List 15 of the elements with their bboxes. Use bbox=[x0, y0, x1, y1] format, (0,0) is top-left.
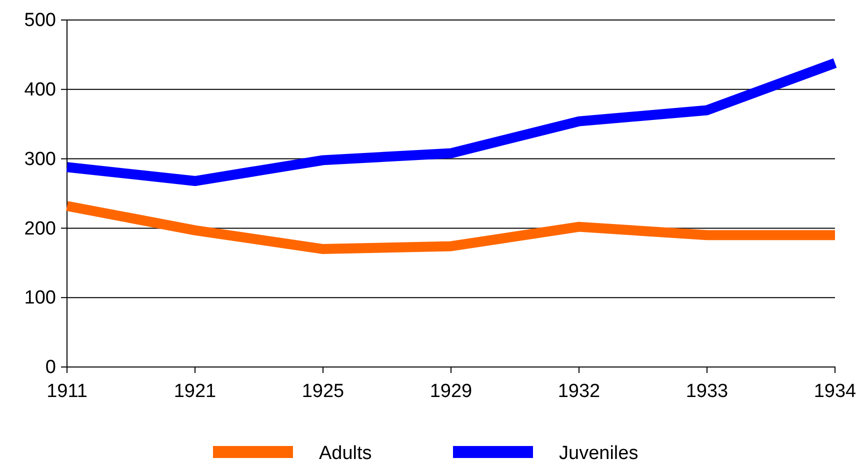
y-tick-label: 400 bbox=[24, 79, 56, 100]
x-tick-label: 1929 bbox=[430, 380, 472, 402]
x-tick-label: 1921 bbox=[174, 380, 216, 402]
x-tick-label: 1932 bbox=[558, 380, 600, 402]
y-tick-label: 300 bbox=[24, 148, 56, 170]
x-tick-label: 1925 bbox=[302, 380, 344, 402]
y-tick-label: 100 bbox=[24, 288, 56, 309]
y-tick-label: 500 bbox=[24, 10, 56, 32]
y-tick-label: 200 bbox=[24, 218, 56, 240]
x-tick-label: 1933 bbox=[686, 380, 728, 402]
y-tick-label: 0 bbox=[45, 357, 56, 378]
x-tick-label: 1911 bbox=[46, 380, 88, 402]
x-tick-label: 1934 bbox=[814, 380, 857, 402]
legend-label: Adults bbox=[319, 443, 372, 464]
legend-label: Juveniles bbox=[559, 443, 638, 464]
